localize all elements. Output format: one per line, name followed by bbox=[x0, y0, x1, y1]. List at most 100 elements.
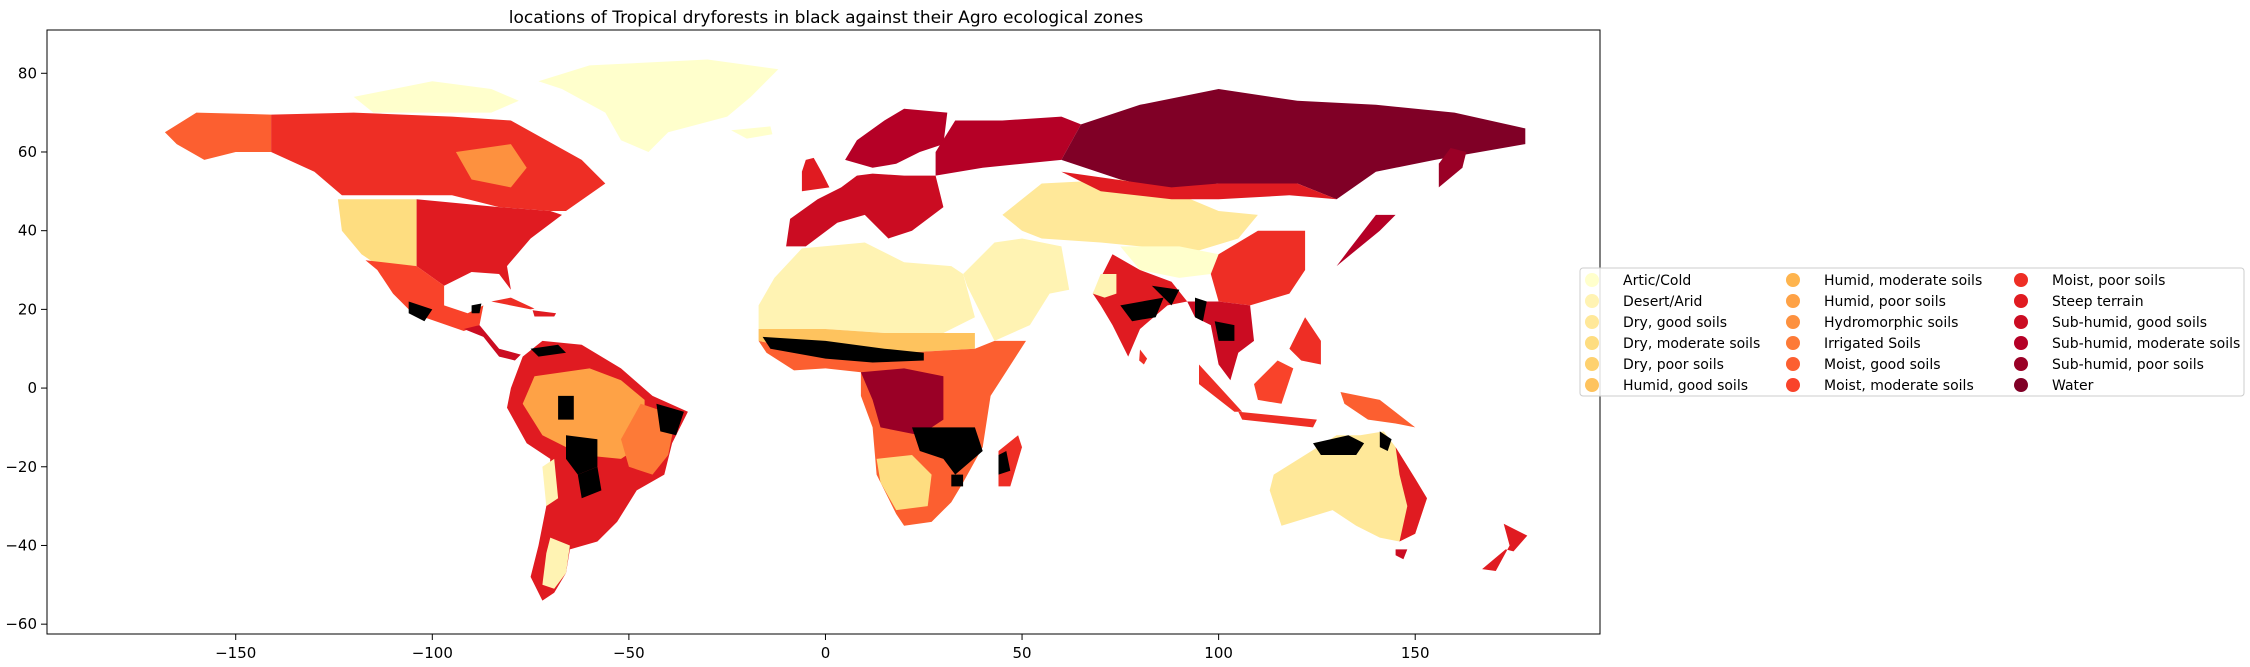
canada-arctic-islands bbox=[353, 81, 519, 113]
x-tick-label: −150 bbox=[215, 644, 256, 662]
legend-label: Artic/Cold bbox=[1623, 273, 1691, 289]
thar-desert bbox=[1092, 274, 1117, 298]
legend-item: Moist, good soils bbox=[1786, 357, 1941, 373]
legend-swatch bbox=[1786, 378, 1800, 392]
legend-item: Dry, poor soils bbox=[1585, 357, 1724, 373]
y-tick-label: 20 bbox=[18, 300, 37, 318]
atacama-arid bbox=[542, 458, 559, 507]
legend-swatch bbox=[1585, 336, 1599, 350]
legend-label: Humid, good soils bbox=[1623, 378, 1748, 394]
dryforest-mozambique bbox=[951, 474, 964, 487]
congo-basin bbox=[860, 368, 944, 436]
x-tick-label: 100 bbox=[1204, 644, 1233, 662]
y-axis: −60 −40 −20 0 20 40 60 80 bbox=[5, 64, 47, 633]
dryforest-south-africa bbox=[912, 427, 983, 475]
legend-item: Steep terrain bbox=[2014, 294, 2144, 310]
legend-label: Humid, poor soils bbox=[1824, 294, 1946, 310]
scandinavia bbox=[845, 108, 948, 168]
madagascar bbox=[998, 435, 1022, 487]
x-axis: −150 −100 −50 0 50 100 150 bbox=[215, 634, 1430, 662]
dryforest-amazon-patch bbox=[558, 395, 574, 420]
legend-swatch bbox=[1786, 315, 1800, 329]
dryforest-thailand bbox=[1214, 321, 1235, 341]
dryforest-cape-york bbox=[1379, 431, 1392, 451]
mexico bbox=[365, 260, 484, 331]
japan bbox=[1336, 214, 1396, 267]
amazon-basin bbox=[522, 368, 645, 459]
dryforest-chaco bbox=[577, 466, 602, 499]
legend-swatch bbox=[1786, 294, 1800, 308]
legend-item: Moist, moderate soils bbox=[1786, 378, 1974, 394]
y-tick-label: 60 bbox=[18, 143, 37, 161]
legend-swatch bbox=[1585, 357, 1599, 371]
dryforest-bolivia bbox=[566, 435, 598, 475]
legend-item: Moist, poor soils bbox=[2014, 273, 2165, 289]
legend-item: Sub-humid, moderate soils bbox=[2014, 336, 2240, 352]
dryforest-caatinga bbox=[656, 403, 684, 436]
kalahari bbox=[876, 455, 932, 511]
south-siberia-belt bbox=[1061, 171, 1337, 200]
china-east bbox=[1210, 230, 1306, 306]
legend-item: Dry, good soils bbox=[1585, 315, 1727, 331]
x-tick-label: 150 bbox=[1401, 644, 1430, 662]
legend-item: Humid, moderate soils bbox=[1786, 273, 1982, 289]
x-tick-label: 0 bbox=[821, 644, 831, 662]
legend-swatch bbox=[1585, 315, 1599, 329]
canada-main bbox=[271, 112, 606, 211]
dryforest-yucatan bbox=[471, 303, 482, 314]
legend-label: Humid, moderate soils bbox=[1824, 273, 1982, 289]
x-tick-label: −50 bbox=[613, 644, 645, 662]
legend-item: Sub-humid, poor soils bbox=[2014, 357, 2204, 373]
hudson-bay-lowland bbox=[455, 144, 527, 188]
dryforest-central-india bbox=[1120, 297, 1164, 322]
map-layer bbox=[164, 59, 1528, 601]
patagonia-arid bbox=[542, 537, 570, 589]
legend-label: Steep terrain bbox=[2052, 294, 2144, 310]
legend-label: Water bbox=[2052, 378, 2094, 394]
sri-lanka bbox=[1139, 349, 1148, 365]
legend-label: Sub-humid, good soils bbox=[2052, 315, 2207, 331]
legend-swatch bbox=[2014, 378, 2028, 392]
new-guinea bbox=[1340, 392, 1416, 428]
legend-swatch bbox=[2014, 273, 2028, 287]
tasmania bbox=[1395, 549, 1408, 560]
legend-label: Irrigated Soils bbox=[1824, 336, 1921, 352]
dryforest-myanmar bbox=[1195, 297, 1207, 322]
dryforest-west-africa bbox=[762, 336, 924, 363]
legend-item: Sub-humid, good soils bbox=[2014, 315, 2207, 331]
usa-east bbox=[416, 199, 562, 290]
legend-swatch bbox=[2014, 357, 2028, 371]
legend-label: Dry, moderate soils bbox=[1623, 336, 1760, 352]
usa-west bbox=[337, 199, 417, 267]
legend-swatch bbox=[1585, 378, 1599, 392]
legend-swatch bbox=[2014, 336, 2028, 350]
dryforest-mexico bbox=[408, 301, 433, 322]
x-tick-label: 50 bbox=[1013, 644, 1032, 662]
legend-label: Sub-humid, poor soils bbox=[2052, 357, 2204, 373]
legend-label: Moist, good soils bbox=[1824, 357, 1941, 373]
legend-swatch bbox=[1786, 357, 1800, 371]
legend-swatch bbox=[2014, 294, 2028, 308]
legend-label: Dry, poor soils bbox=[1623, 357, 1724, 373]
dryforest-north-australia bbox=[1313, 435, 1365, 455]
y-tick-label: 40 bbox=[18, 222, 37, 240]
dryforest-east-india bbox=[1151, 285, 1180, 306]
chart-title: locations of Tropical dryforests in blac… bbox=[509, 8, 1144, 28]
legend-label: Dry, good soils bbox=[1623, 315, 1727, 331]
legend-item: Desert/Arid bbox=[1585, 294, 1702, 310]
legend-label: Desert/Arid bbox=[1623, 294, 1702, 310]
legend-swatch bbox=[1786, 273, 1800, 287]
kamchatka bbox=[1438, 148, 1467, 188]
legend-item: Dry, moderate soils bbox=[1585, 336, 1760, 352]
y-tick-label: −60 bbox=[5, 615, 37, 633]
philippines bbox=[1289, 317, 1321, 365]
x-tick-label: −100 bbox=[412, 644, 453, 662]
middle-east bbox=[963, 238, 1070, 341]
legend-item: Artic/Cold bbox=[1585, 273, 1691, 289]
y-tick-label: −40 bbox=[5, 536, 37, 554]
legend-swatch bbox=[1585, 273, 1599, 287]
iceland bbox=[731, 126, 773, 139]
legend-item: Irrigated Soils bbox=[1786, 336, 1921, 352]
java-timor bbox=[1238, 411, 1317, 428]
y-tick-label: −20 bbox=[5, 458, 37, 476]
